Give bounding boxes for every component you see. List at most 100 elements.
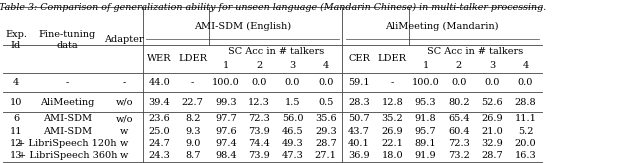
Text: w: w [120,127,129,136]
Text: 36.9: 36.9 [348,151,370,160]
Text: 13: 13 [10,151,22,160]
Text: -: - [122,78,126,87]
Text: 95.7: 95.7 [415,127,436,136]
Text: 28.8: 28.8 [515,98,536,107]
Text: w: w [120,151,129,160]
Text: AMI-SDM: AMI-SDM [43,114,92,123]
Text: 18.0: 18.0 [381,151,403,160]
Text: 32.9: 32.9 [481,139,503,148]
Text: 16.3: 16.3 [515,151,536,160]
Text: 0.0: 0.0 [285,78,300,87]
Text: 43.7: 43.7 [348,127,370,136]
Text: 26.9: 26.9 [481,114,503,123]
Text: 12.3: 12.3 [248,98,270,107]
Text: SC Acc in # talkers: SC Acc in # talkers [428,47,524,56]
Text: 95.3: 95.3 [415,98,436,107]
Text: 21.0: 21.0 [481,127,503,136]
Text: 73.9: 73.9 [248,151,270,160]
Text: Table 3: Comparison of generalization ability for unseen language (Mandarin Chin: Table 3: Comparison of generalization ab… [0,2,547,12]
Text: 39.4: 39.4 [148,98,170,107]
Text: 25.0: 25.0 [148,127,170,136]
Text: 1: 1 [422,61,429,70]
Text: 4: 4 [522,61,529,70]
Text: 59.1: 59.1 [348,78,370,87]
Text: 65.4: 65.4 [448,114,470,123]
Text: WER: WER [147,54,172,63]
Text: 47.3: 47.3 [282,151,303,160]
Text: AliMeeting: AliMeeting [40,98,94,107]
Text: 72.3: 72.3 [448,139,470,148]
Text: 73.2: 73.2 [448,151,470,160]
Text: 0.5: 0.5 [318,98,333,107]
Text: w/o: w/o [115,114,133,123]
Text: 12.8: 12.8 [381,98,403,107]
Text: 74.4: 74.4 [248,139,270,148]
Text: -: - [390,78,394,87]
Text: 12: 12 [10,139,22,148]
Text: 20.0: 20.0 [515,139,536,148]
Text: 24.3: 24.3 [148,151,170,160]
Text: 0.0: 0.0 [451,78,467,87]
Text: 3: 3 [489,61,495,70]
Text: -: - [191,78,195,87]
Text: 9.3: 9.3 [185,127,200,136]
Text: 11: 11 [10,127,22,136]
Text: Adapter: Adapter [104,35,144,44]
Text: 28.7: 28.7 [315,139,337,148]
Text: 0.0: 0.0 [518,78,533,87]
Text: 29.3: 29.3 [315,127,337,136]
Text: AMI-SDM (English): AMI-SDM (English) [194,22,291,31]
Text: LDER: LDER [178,54,207,63]
Text: LDER: LDER [378,54,407,63]
Text: 97.4: 97.4 [215,139,237,148]
Text: + LibriSpeech 360h: + LibriSpeech 360h [17,151,117,160]
Text: 98.4: 98.4 [215,151,237,160]
Text: CER: CER [348,54,370,63]
Text: 3: 3 [289,61,296,70]
Text: 40.1: 40.1 [348,139,370,148]
Text: 27.1: 27.1 [315,151,337,160]
Text: 97.7: 97.7 [215,114,237,123]
Text: 44.0: 44.0 [148,78,170,87]
Text: 5.2: 5.2 [518,127,533,136]
Text: 56.0: 56.0 [282,114,303,123]
Text: AMI-SDM: AMI-SDM [43,127,92,136]
Text: -: - [65,78,69,87]
Text: SC Acc in # talkers: SC Acc in # talkers [228,47,324,56]
Text: 1: 1 [223,61,229,70]
Text: 49.3: 49.3 [282,139,303,148]
Text: 4: 4 [13,78,19,87]
Text: 4: 4 [323,61,329,70]
Text: 28.3: 28.3 [348,98,370,107]
Text: 6: 6 [13,114,19,123]
Text: 60.4: 60.4 [448,127,470,136]
Text: 2: 2 [456,61,462,70]
Text: 35.2: 35.2 [381,114,403,123]
Text: 97.6: 97.6 [215,127,237,136]
Text: 24.7: 24.7 [148,139,170,148]
Text: 28.7: 28.7 [481,151,503,160]
Text: 73.9: 73.9 [248,127,270,136]
Text: 35.6: 35.6 [315,114,337,123]
Text: 8.2: 8.2 [185,114,200,123]
Text: 99.3: 99.3 [215,98,237,107]
Text: 72.3: 72.3 [248,114,270,123]
Text: 91.9: 91.9 [415,151,436,160]
Text: 2: 2 [256,61,262,70]
Text: 89.1: 89.1 [415,139,436,148]
Text: 9.0: 9.0 [185,139,200,148]
Text: 46.5: 46.5 [282,127,303,136]
Text: w: w [120,139,129,148]
Text: 52.6: 52.6 [481,98,503,107]
Text: Fine-tuning
data: Fine-tuning data [38,30,96,50]
Text: 100.0: 100.0 [212,78,240,87]
Text: 11.1: 11.1 [515,114,536,123]
Text: 80.2: 80.2 [448,98,470,107]
Text: 91.8: 91.8 [415,114,436,123]
Text: 22.1: 22.1 [381,139,403,148]
Text: Exp.
Id: Exp. Id [5,30,27,50]
Text: 26.9: 26.9 [381,127,403,136]
Text: 1.5: 1.5 [285,98,300,107]
Text: w/o: w/o [115,98,133,107]
Text: 0.0: 0.0 [252,78,267,87]
